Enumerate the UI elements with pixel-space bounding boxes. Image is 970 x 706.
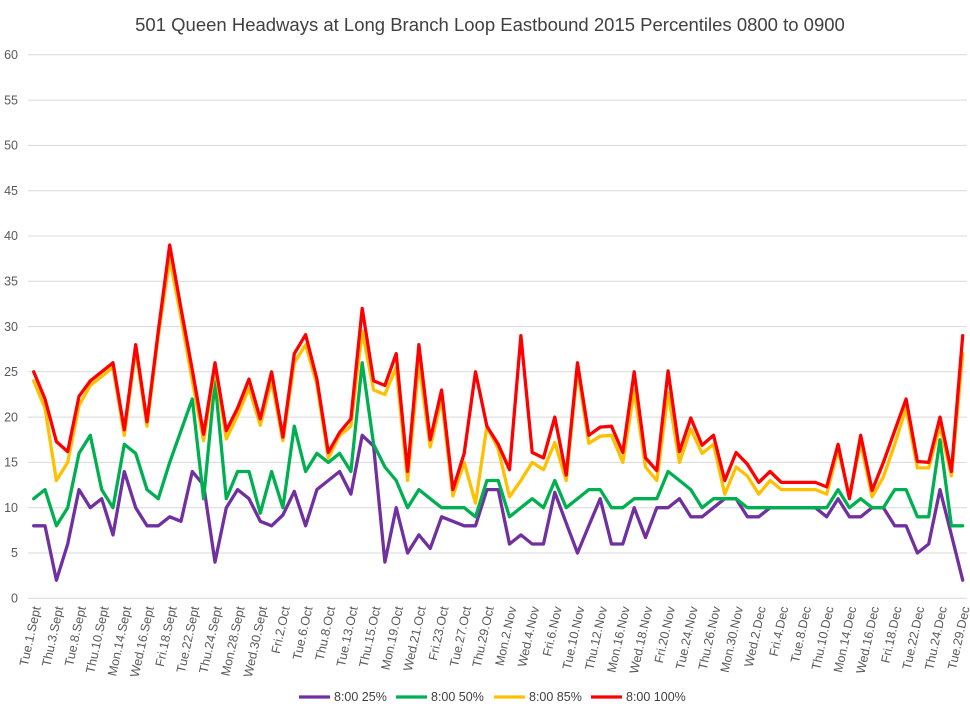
svg-text:35: 35: [4, 275, 18, 289]
svg-text:501 Queen Headways at Long Bra: 501 Queen Headways at Long Branch Loop E…: [135, 14, 845, 35]
svg-text:20: 20: [4, 410, 18, 424]
svg-text:55: 55: [4, 93, 18, 107]
svg-text:0: 0: [11, 592, 18, 606]
svg-text:45: 45: [4, 184, 18, 198]
svg-text:60: 60: [4, 48, 18, 62]
svg-text:8:00 85%: 8:00 85%: [529, 690, 582, 704]
svg-text:8:00 50%: 8:00 50%: [431, 690, 484, 704]
svg-text:30: 30: [4, 320, 18, 334]
svg-text:10: 10: [4, 501, 18, 515]
svg-text:50: 50: [4, 139, 18, 153]
svg-text:15: 15: [4, 456, 18, 470]
svg-text:40: 40: [4, 229, 18, 243]
svg-text:8:00 100%: 8:00 100%: [626, 690, 686, 704]
svg-text:5: 5: [11, 546, 18, 560]
svg-text:25: 25: [4, 365, 18, 379]
svg-text:8:00 25%: 8:00 25%: [334, 690, 387, 704]
